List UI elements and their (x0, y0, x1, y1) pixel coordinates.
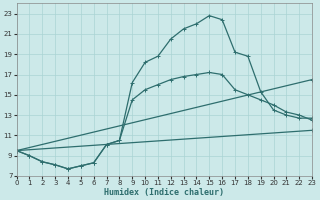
X-axis label: Humidex (Indice chaleur): Humidex (Indice chaleur) (104, 188, 224, 197)
